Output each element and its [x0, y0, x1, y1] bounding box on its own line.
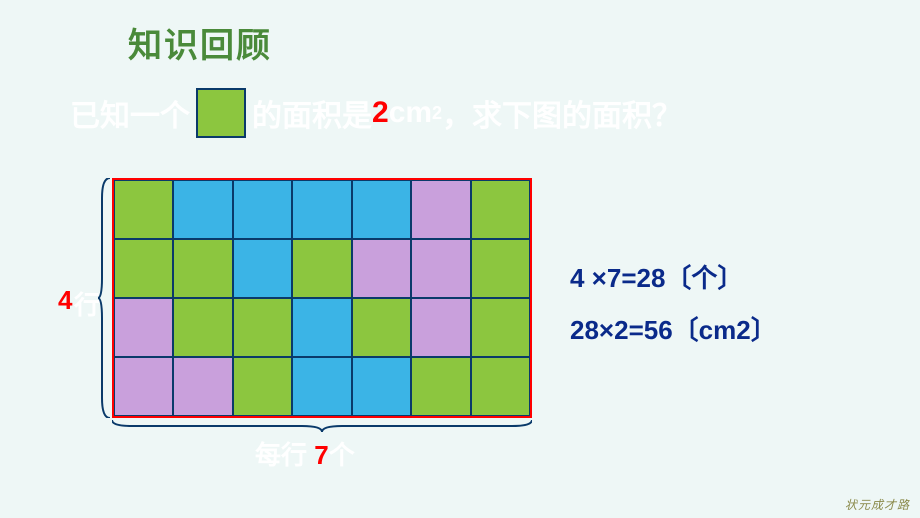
q-part2: 的面积是: [252, 91, 372, 135]
q-highlight-num: 2: [372, 96, 389, 130]
grid-cell: [411, 239, 470, 298]
equation-2: 28×2=56〔cm2〕: [570, 304, 777, 356]
grid-cell: [352, 180, 411, 239]
q-unit-base: cm: [389, 96, 432, 130]
grid-cell: [233, 298, 292, 357]
grid-cell: [352, 239, 411, 298]
cols-post: 个: [329, 440, 355, 470]
grid-cell: [173, 298, 232, 357]
grid-cell: [352, 298, 411, 357]
grid-cell: [471, 298, 530, 357]
cols-pre: 每行: [255, 440, 314, 470]
grid-cell: [471, 180, 530, 239]
grid-cell: [173, 357, 232, 416]
rows-count: 4: [58, 285, 72, 316]
grid-cell: [114, 357, 173, 416]
grid-cell: [173, 239, 232, 298]
watermark: 状元成才路: [845, 499, 910, 512]
color-grid: [112, 178, 532, 418]
q-unit-sup: 2: [432, 103, 442, 124]
bottom-brace: [112, 418, 532, 432]
page-title: 知识回顾: [128, 18, 272, 67]
equation-1: 4 ×7=28〔个〕: [570, 252, 777, 304]
cols-count: 7: [314, 440, 328, 470]
grid-cell: [114, 239, 173, 298]
equations: 4 ×7=28〔个〕 28×2=56〔cm2〕: [570, 252, 777, 356]
q-part1: 已知一个: [70, 91, 190, 135]
grid-cell: [292, 180, 351, 239]
grid-cell: [233, 180, 292, 239]
grid-cell: [292, 357, 351, 416]
inline-unit-square: [196, 88, 246, 138]
grid-cell: [471, 239, 530, 298]
grid-cell: [233, 357, 292, 416]
grid-cell: [233, 239, 292, 298]
left-brace: [98, 178, 112, 418]
grid-cell: [173, 180, 232, 239]
rows-unit: 行: [74, 285, 100, 322]
cols-label: 每行 7个: [255, 435, 355, 472]
grid-cell: [411, 180, 470, 239]
grid-cell: [471, 357, 530, 416]
grid-cell: [352, 357, 411, 416]
grid-cell: [292, 298, 351, 357]
q-part3: ，求下图的面积？: [442, 91, 682, 135]
grid-cell: [292, 239, 351, 298]
grid-cell: [411, 357, 470, 416]
question-line: 已知一个 的面积是 2 cm2 ，求下图的面积？: [70, 88, 682, 138]
grid-cell: [411, 298, 470, 357]
grid-cell: [114, 298, 173, 357]
grid-cell: [114, 180, 173, 239]
